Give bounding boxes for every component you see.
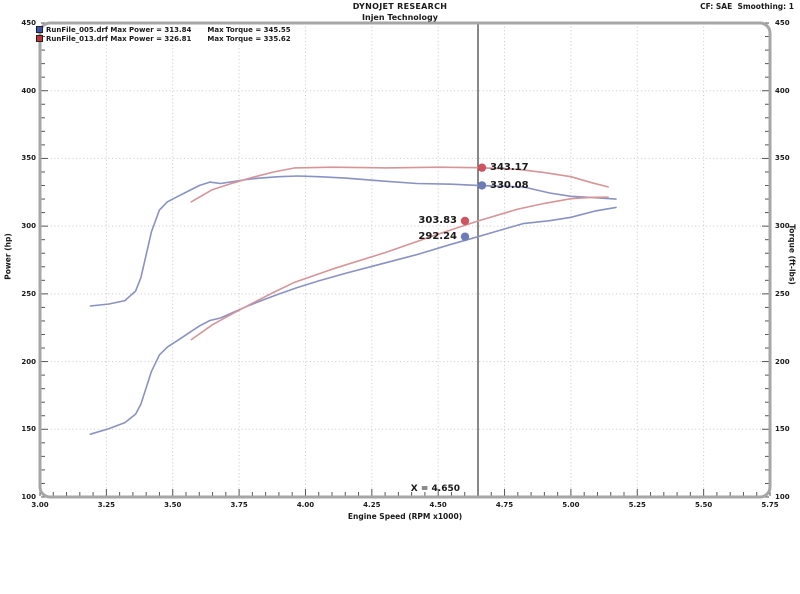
x-tick-label: 3.25	[97, 501, 115, 509]
y-axis-left-title: Power (hp)	[3, 233, 13, 280]
legend-entry[interactable]: RunFile_005.drf Max Power = 313.84 Max To…	[36, 25, 291, 34]
dyno-curve	[89, 175, 617, 307]
x-tick-label: 5.00	[562, 501, 580, 509]
marker-value-label: 330.08	[490, 179, 529, 191]
y-tick-label: 150	[21, 425, 36, 434]
x-tick-label: 5.25	[628, 501, 646, 509]
y-tick-label: 400	[775, 86, 790, 95]
y-tick-label: 250	[775, 289, 790, 298]
legend-file-power-text: RunFile_005.drf Max Power = 313.84	[46, 25, 192, 34]
x-tick-label: 4.75	[495, 501, 514, 509]
legend-file-power-text: RunFile_013.drf Max Power = 326.81	[46, 34, 192, 43]
x-tick-label: 4.00	[296, 501, 315, 509]
legend-entry[interactable]: RunFile_013.drf Max Power = 326.81 Max To…	[36, 34, 291, 43]
plot-frame	[38, 21, 772, 499]
legend-color-swatch	[36, 26, 43, 33]
x-tick-label: 5.75	[761, 501, 779, 509]
legend-torque-text: Max Torque = 335.62	[207, 34, 291, 43]
y-tick-label: 150	[775, 425, 790, 434]
y-tick-label: 100	[775, 493, 790, 501]
legend: RunFile_005.drf Max Power = 313.84 Max To…	[36, 25, 291, 43]
y-tick-label: 200	[21, 357, 36, 366]
cursor-readout: X = 4.650	[410, 484, 460, 494]
dyno-curve	[190, 196, 609, 341]
y-tick-label: 450	[21, 19, 36, 27]
y-tick-label: 300	[775, 222, 790, 231]
y-tick-label: 100	[21, 493, 36, 501]
x-tick-label: 4.50	[429, 501, 447, 509]
legend-torque-text: Max Torque = 345.55	[207, 25, 291, 34]
x-tick-label: 3.50	[164, 501, 182, 509]
page-title: DYNOJET RESEARCH	[352, 2, 448, 11]
marker-dot	[460, 216, 470, 226]
y-tick-label: 450	[775, 19, 790, 27]
y-tick-label: 300	[21, 222, 36, 231]
legend-color-swatch	[36, 35, 43, 42]
page-subtitle: Injen Technology	[362, 13, 438, 22]
marker-value-label: 343.17	[490, 162, 529, 174]
y-tick-label: 200	[775, 357, 790, 366]
dyno-curve	[89, 206, 617, 436]
correction-smoothing-info: CF: SAE Smoothing: 1	[700, 2, 794, 11]
marker-dot	[477, 181, 487, 190]
y-tick-label: 250	[21, 289, 36, 298]
x-axis-title: Engine Speed (RPM x1000)	[347, 512, 463, 521]
dyno-curve	[190, 166, 609, 203]
y-tick-label: 350	[775, 154, 790, 163]
x-tick-label: 5.50	[694, 501, 713, 509]
marker-value-label: 303.83	[418, 215, 457, 227]
marker-dot	[477, 163, 487, 172]
x-tick-label: 3.00	[31, 501, 49, 509]
marker-dot	[460, 232, 470, 241]
x-tick-label: 4.25	[363, 501, 381, 509]
y-axis-right-title: Torque (ft-lbs)	[787, 224, 797, 285]
y-tick-label: 400	[21, 86, 36, 95]
marker-value-label: 292.24	[418, 231, 457, 243]
x-tick-label: 3.75	[230, 501, 248, 509]
y-tick-label: 350	[21, 154, 36, 163]
